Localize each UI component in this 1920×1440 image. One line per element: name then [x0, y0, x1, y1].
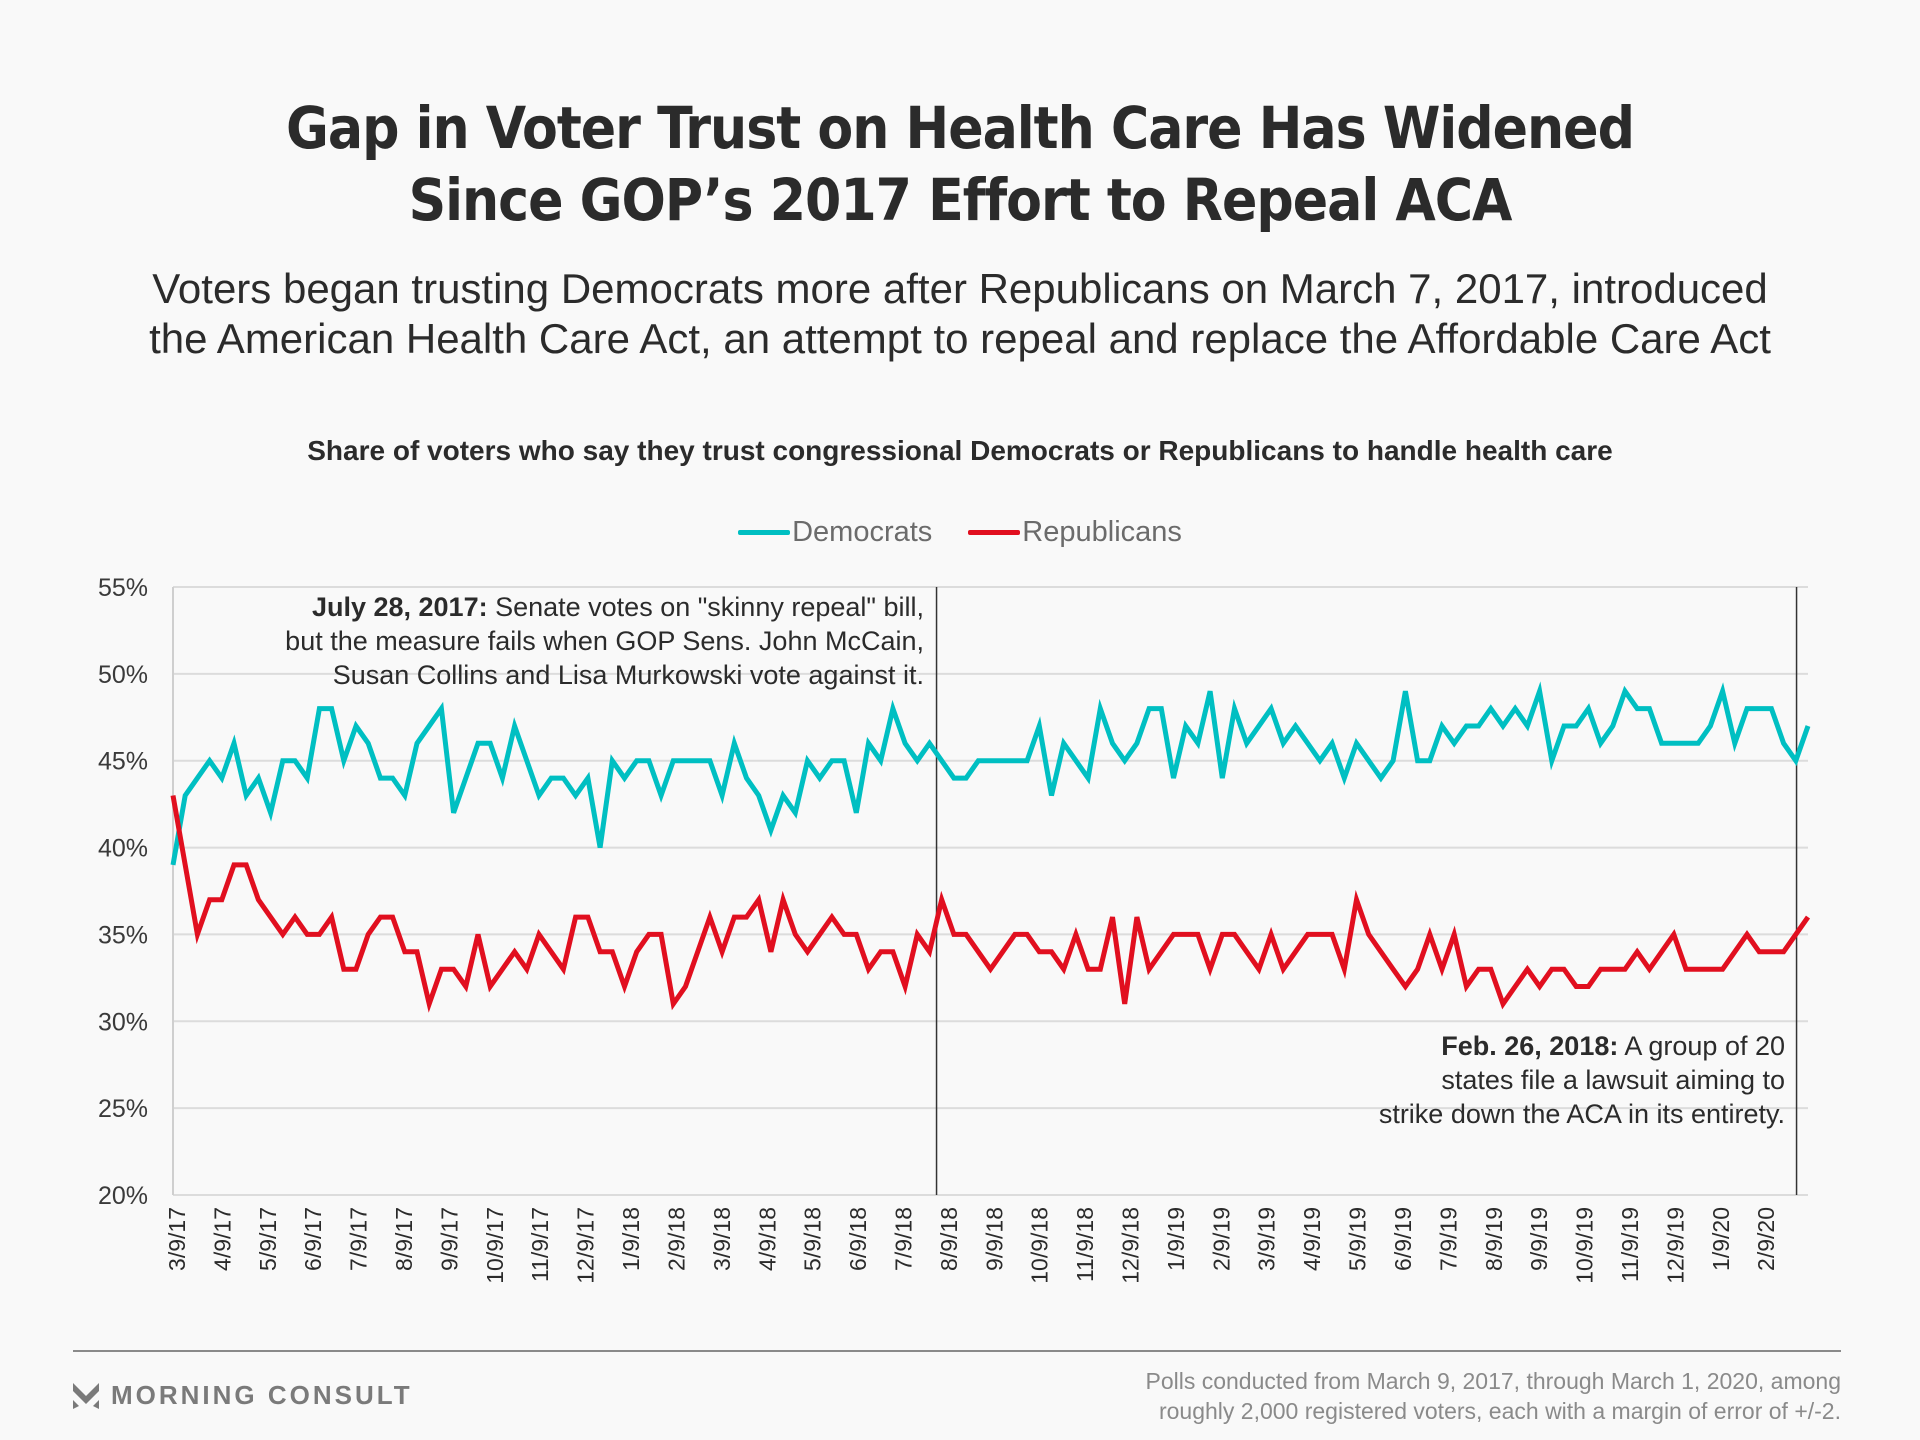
annotation-2-line-2: states file a lawsuit aiming to	[1441, 1065, 1785, 1095]
x-tick-label: 3/9/18	[709, 1207, 735, 1271]
series-line-republicans	[170, 795, 1811, 1013]
legend-item-democrats: Democrats	[738, 516, 932, 549]
x-tick-label: 11/9/19	[1617, 1207, 1643, 1282]
x-tick-label: 8/9/17	[391, 1207, 417, 1271]
x-tick-label: 6/9/18	[845, 1207, 871, 1271]
x-tick-label: 3/9/17	[164, 1207, 190, 1271]
x-tick-label: 4/9/19	[1299, 1207, 1325, 1271]
x-tick-label: 5/9/18	[800, 1207, 826, 1271]
legend-item-republicans: Republicans	[968, 516, 1182, 549]
x-tick-label: 1/9/18	[618, 1207, 644, 1271]
legend-swatch-republicans	[968, 530, 1021, 535]
footer-divider	[73, 1350, 1841, 1352]
subtitle-line-1: Voters began trusting Democrats more aft…	[152, 265, 1768, 312]
source-line-2: roughly 2,000 registered voters, each wi…	[1158, 1398, 1841, 1424]
legend-label-republicans: Republicans	[1022, 516, 1182, 548]
annotation-1-line-1: Senate votes on "skinny repeal" bill,	[487, 592, 924, 622]
legend-swatch-democrats	[738, 530, 791, 535]
chart-subtitle: Voters began trusting Democrats more aft…	[0, 264, 1920, 364]
title-line-2: Since GOP’s 2017 Effort to Repeal ACA	[408, 166, 1513, 234]
legend-label-democrats: Democrats	[792, 516, 933, 548]
y-tick-label: 50%	[98, 661, 148, 689]
annotation-2-date: Feb. 26, 2018:	[1441, 1031, 1619, 1061]
x-tick-label: 4/9/18	[754, 1207, 780, 1271]
x-tick-label: 2/9/18	[663, 1207, 689, 1271]
y-tick-label: 25%	[98, 1095, 148, 1123]
y-tick-label: 40%	[98, 835, 148, 863]
y-tick-label: 55%	[98, 574, 148, 602]
title-line-1: Gap in Voter Trust on Health Care Has Wi…	[286, 94, 1635, 162]
morning-consult-logo: MORNING CONSULT	[73, 1380, 413, 1411]
source-line-1: Polls conducted from March 9, 2017, thro…	[1145, 1368, 1841, 1394]
x-tick-label: 12/9/17	[573, 1207, 599, 1284]
x-tick-label: 7/9/18	[890, 1207, 916, 1271]
source-note: Polls conducted from March 9, 2017, thro…	[1145, 1366, 1841, 1426]
y-tick-label: 45%	[98, 748, 148, 776]
x-tick-label: 10/9/19	[1572, 1207, 1598, 1284]
x-tick-label: 7/9/17	[346, 1207, 372, 1271]
x-tick-label: 12/9/19	[1662, 1207, 1688, 1284]
annotation-1-line-2: but the measure fails when GOP Sens. Joh…	[285, 626, 924, 656]
logo-text: MORNING CONSULT	[111, 1380, 413, 1410]
x-tick-label: 1/9/19	[1163, 1207, 1189, 1271]
x-tick-label: 9/9/17	[436, 1207, 462, 1271]
annotation-skinny-repeal: July 28, 2017: Senate votes on "skinny r…	[285, 590, 924, 692]
x-tick-label: 9/9/19	[1526, 1207, 1552, 1271]
x-tick-label: 9/9/18	[981, 1207, 1007, 1271]
y-tick-label: 20%	[98, 1182, 148, 1210]
x-tick-label: 10/9/18	[1027, 1207, 1053, 1284]
x-tick-label: 8/9/19	[1481, 1207, 1507, 1271]
annotation-lawsuit: Feb. 26, 2018: A group of 20 states file…	[1379, 1029, 1785, 1131]
x-tick-label: 6/9/17	[300, 1207, 326, 1271]
x-tick-label: 7/9/19	[1435, 1207, 1461, 1271]
chart-description: Share of voters who say they trust congr…	[307, 435, 1613, 466]
x-tick-label: 2/9/20	[1753, 1207, 1779, 1271]
x-tick-label: 3/9/19	[1254, 1207, 1280, 1271]
annotation-2-line-1: A group of 20	[1618, 1031, 1785, 1061]
y-tick-label: 30%	[98, 1008, 148, 1036]
x-tick-label: 5/9/19	[1345, 1207, 1371, 1271]
x-tick-label: 5/9/17	[255, 1207, 281, 1271]
annotation-2-line-3: strike down the ACA in its entirety.	[1378, 1099, 1785, 1129]
x-tick-label: 11/9/17	[527, 1207, 553, 1282]
x-tick-label: 12/9/18	[1118, 1207, 1144, 1284]
x-tick-label: 11/9/18	[1072, 1207, 1098, 1282]
annotation-1-date: July 28, 2017:	[311, 592, 488, 622]
subtitle-line-2: the American Health Care Act, an attempt…	[149, 315, 1771, 362]
legend: Democrats Republicans	[0, 516, 1920, 549]
morning-consult-logo-icon	[73, 1382, 99, 1409]
x-tick-label: 10/9/17	[482, 1207, 508, 1284]
x-tick-label: 1/9/20	[1708, 1207, 1734, 1271]
chart-title: Gap in Voter Trust on Health Care Has Wi…	[0, 92, 1920, 236]
x-tick-label: 2/9/19	[1208, 1207, 1234, 1271]
series-line-democrats	[170, 681, 1811, 866]
y-tick-label: 35%	[98, 921, 148, 949]
x-tick-label: 8/9/18	[936, 1207, 962, 1271]
annotation-1-line-3: Susan Collins and Lisa Murkowski vote ag…	[332, 660, 924, 690]
x-tick-label: 6/9/19	[1390, 1207, 1416, 1271]
x-tick-label: 4/9/17	[209, 1207, 235, 1271]
